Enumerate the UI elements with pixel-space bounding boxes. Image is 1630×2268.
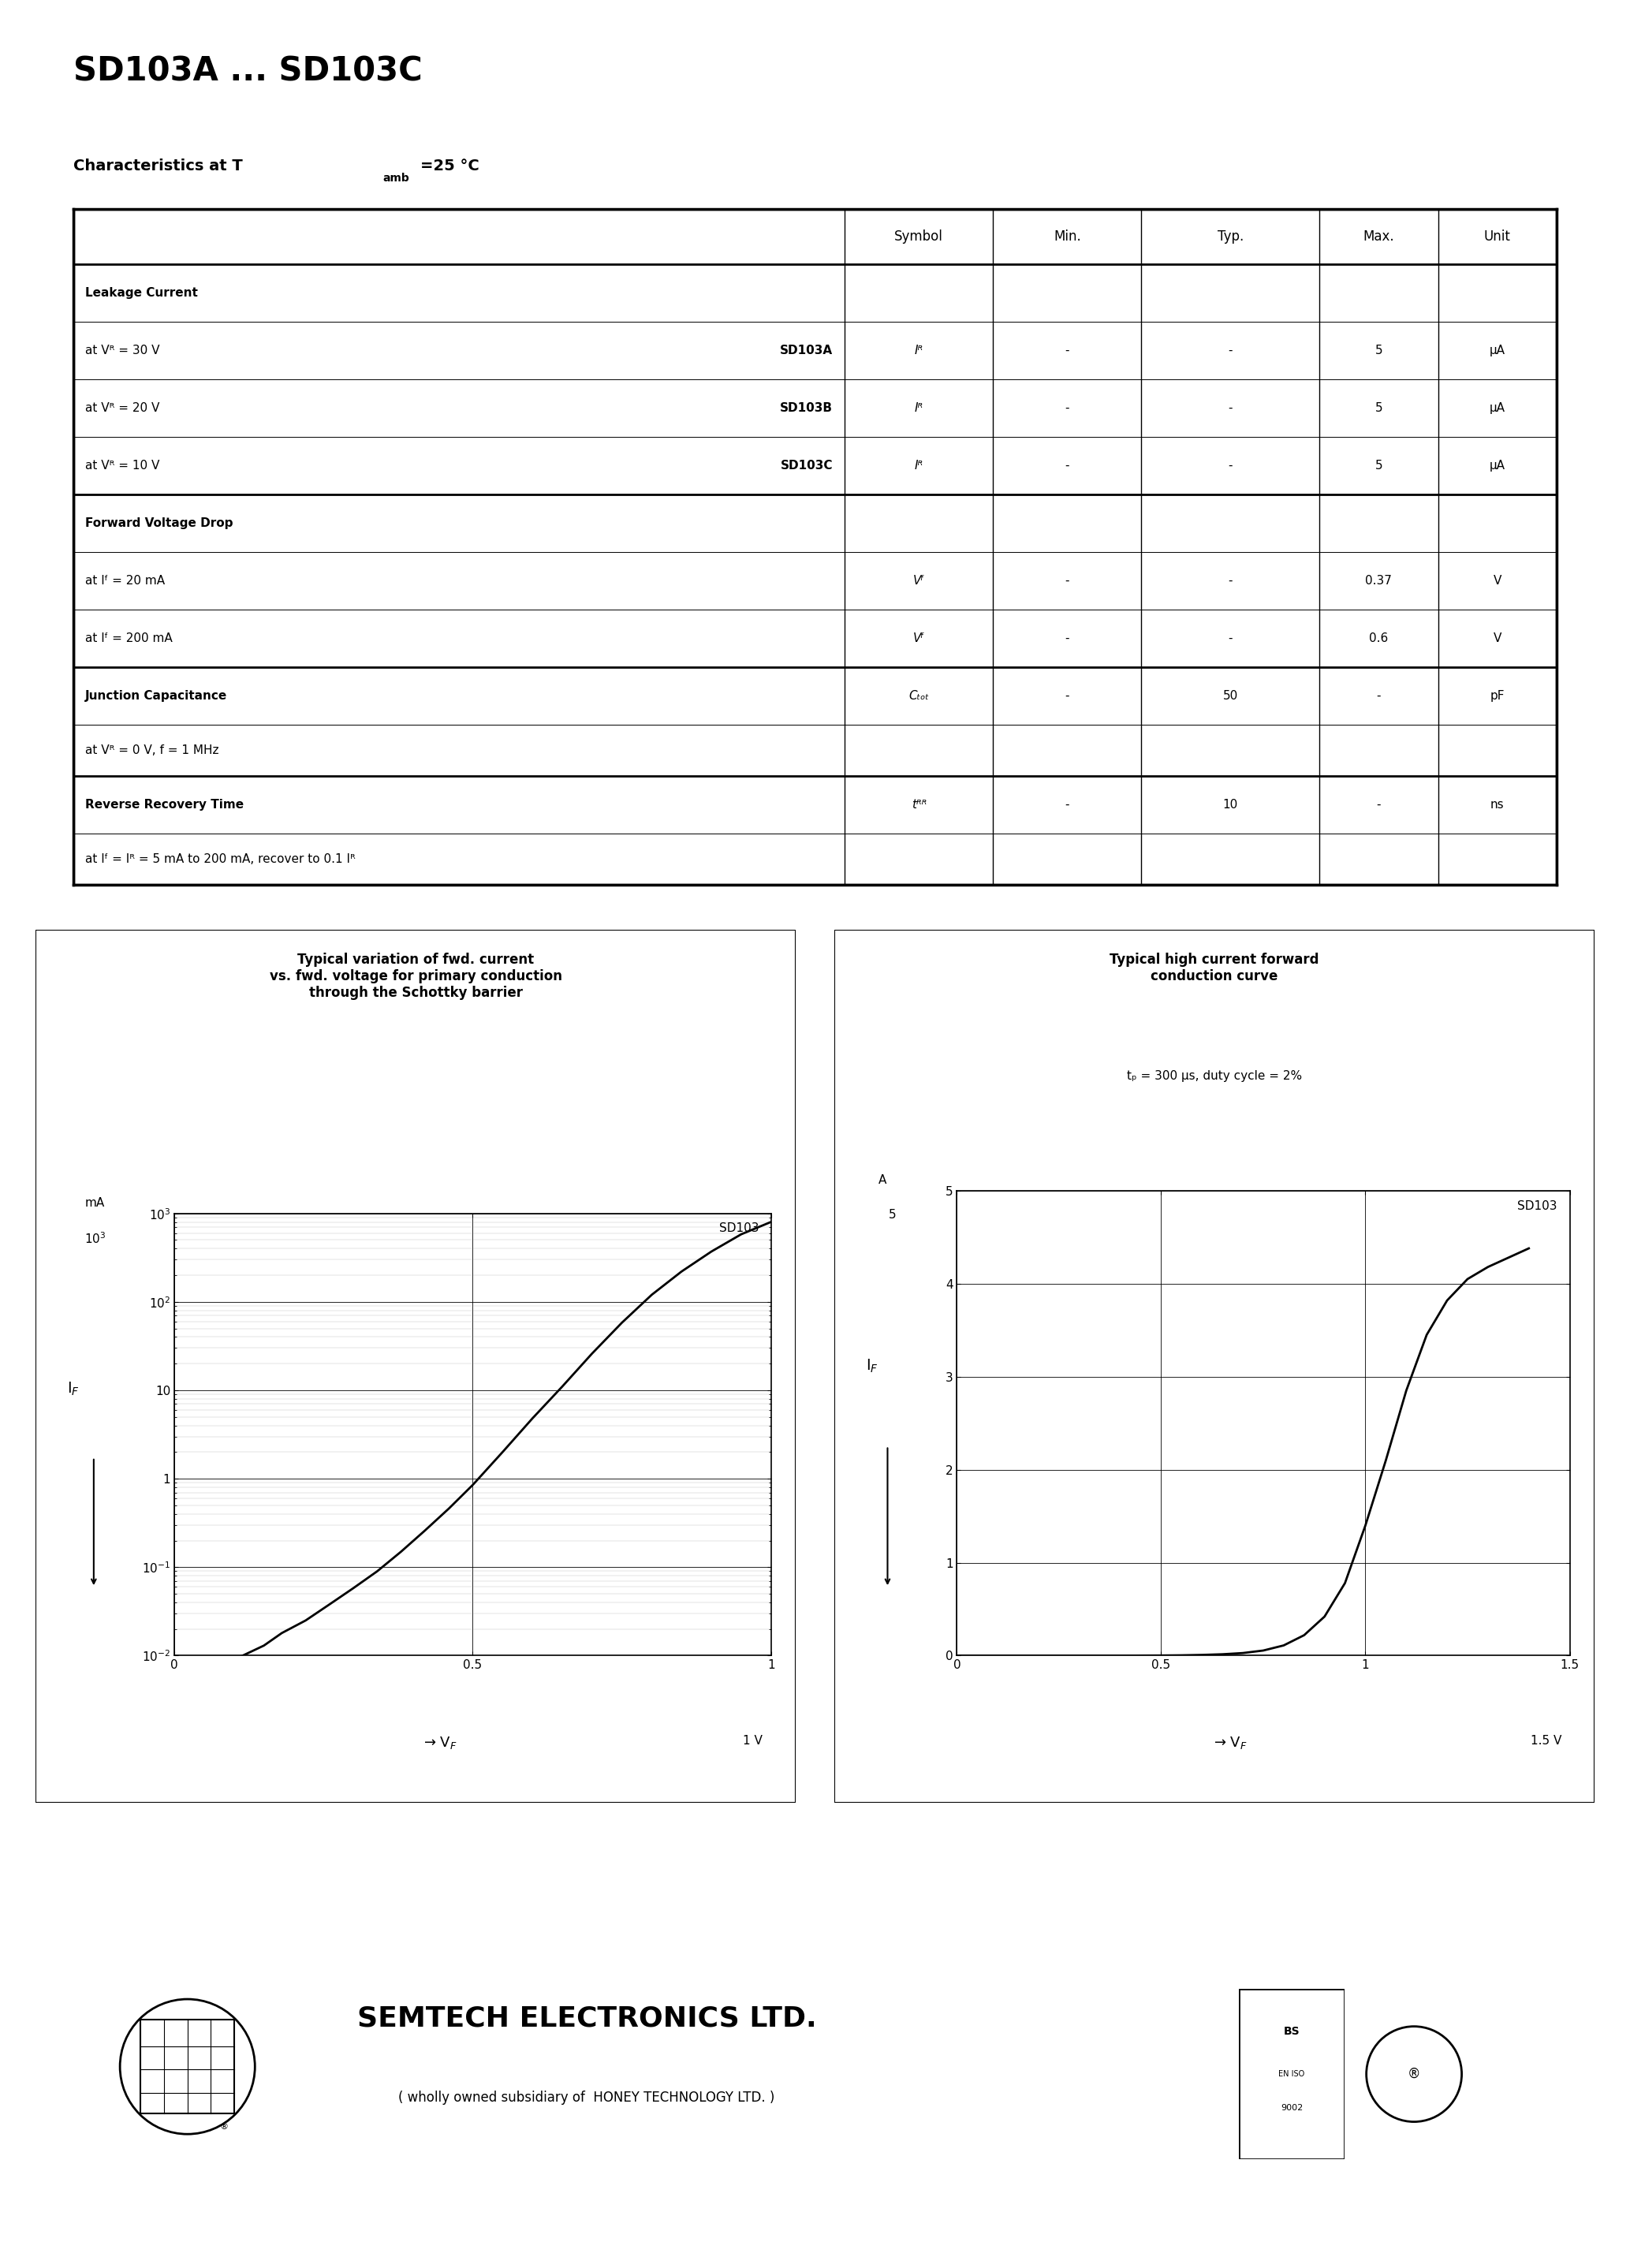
- Text: mA: mA: [85, 1198, 104, 1209]
- Text: 1 V: 1 V: [743, 1735, 763, 1746]
- Text: SD103A ... SD103C: SD103A ... SD103C: [73, 54, 422, 88]
- Text: V: V: [1493, 574, 1501, 587]
- Bar: [140, 2021, 235, 2114]
- Text: 50: 50: [1222, 689, 1237, 701]
- Text: 0.6: 0.6: [1369, 633, 1389, 644]
- Text: -: -: [1064, 345, 1069, 356]
- Text: -: -: [1376, 798, 1381, 810]
- Text: SD103C: SD103C: [781, 460, 833, 472]
- Text: =25 °C: =25 °C: [421, 159, 479, 175]
- Text: 5: 5: [1374, 401, 1382, 415]
- Text: Unit: Unit: [1483, 229, 1511, 243]
- Text: SD103A: SD103A: [779, 345, 833, 356]
- Text: at Iᶠ = 20 mA: at Iᶠ = 20 mA: [85, 574, 165, 587]
- Text: at Vᴿ = 0 V, f = 1 MHz: at Vᴿ = 0 V, f = 1 MHz: [85, 744, 218, 755]
- Text: Cₜₒₜ: Cₜₒₜ: [908, 689, 929, 701]
- Text: ns: ns: [1490, 798, 1504, 810]
- Text: ®: ®: [220, 2123, 228, 2132]
- Text: tₚ = 300 μs, duty cycle = 2%: tₚ = 300 μs, duty cycle = 2%: [1126, 1070, 1302, 1082]
- Text: μA: μA: [1490, 460, 1504, 472]
- Text: V: V: [1493, 633, 1501, 644]
- Text: at Iᶠ = Iᴿ = 5 mA to 200 mA, recover to 0.1 Iᴿ: at Iᶠ = Iᴿ = 5 mA to 200 mA, recover to …: [85, 853, 355, 864]
- Text: Typ.: Typ.: [1218, 229, 1244, 243]
- Text: ( wholly owned subsidiary of  HONEY TECHNOLOGY LTD. ): ( wholly owned subsidiary of HONEY TECHN…: [399, 2091, 774, 2105]
- Text: -: -: [1227, 460, 1232, 472]
- Text: at Vᴿ = 30 V: at Vᴿ = 30 V: [85, 345, 160, 356]
- Text: Iᴿ: Iᴿ: [914, 345, 923, 356]
- Text: Typical variation of fwd. current
vs. fwd. voltage for primary conduction
throug: Typical variation of fwd. current vs. fw…: [269, 953, 562, 1000]
- Text: -: -: [1376, 689, 1381, 701]
- Text: Leakage Current: Leakage Current: [85, 288, 197, 299]
- Text: Characteristics at T: Characteristics at T: [73, 159, 243, 175]
- Text: Iᴿ: Iᴿ: [914, 401, 923, 415]
- Text: -: -: [1064, 401, 1069, 415]
- Text: 9002: 9002: [1281, 2105, 1302, 2112]
- Text: at Iᶠ = 200 mA: at Iᶠ = 200 mA: [85, 633, 173, 644]
- Text: pF: pF: [1490, 689, 1504, 701]
- Text: μA: μA: [1490, 401, 1504, 415]
- Text: EN ISO: EN ISO: [1278, 2071, 1306, 2077]
- Text: Reverse Recovery Time: Reverse Recovery Time: [85, 798, 244, 810]
- Text: μA: μA: [1490, 345, 1504, 356]
- Text: SEMTECH ELECTRONICS LTD.: SEMTECH ELECTRONICS LTD.: [357, 2005, 817, 2032]
- Text: 5: 5: [1374, 460, 1382, 472]
- Text: I$_F$: I$_F$: [67, 1381, 80, 1397]
- Text: -: -: [1227, 633, 1232, 644]
- Text: SD103: SD103: [1518, 1200, 1557, 1211]
- Text: 5: 5: [1374, 345, 1382, 356]
- Text: -: -: [1064, 574, 1069, 587]
- Text: 0.37: 0.37: [1366, 574, 1392, 587]
- Text: Iᴿ: Iᴿ: [914, 460, 923, 472]
- Text: tᴿᴿ: tᴿᴿ: [911, 798, 926, 810]
- Text: Typical high current forward
conduction curve: Typical high current forward conduction …: [1110, 953, 1319, 982]
- Text: 1.5 V: 1.5 V: [1531, 1735, 1562, 1746]
- Text: A: A: [879, 1175, 887, 1186]
- Text: -: -: [1227, 574, 1232, 587]
- Text: Forward Voltage Drop: Forward Voltage Drop: [85, 517, 233, 528]
- Text: -: -: [1064, 689, 1069, 701]
- Text: → V$_F$: → V$_F$: [1214, 1735, 1247, 1751]
- Text: Symbol: Symbol: [895, 229, 944, 243]
- Text: SD103B: SD103B: [781, 401, 833, 415]
- Text: -: -: [1064, 460, 1069, 472]
- Text: Min.: Min.: [1053, 229, 1081, 243]
- Text: Vᶠ: Vᶠ: [913, 633, 924, 644]
- Text: ®: ®: [1408, 2066, 1420, 2082]
- Text: Junction Capacitance: Junction Capacitance: [85, 689, 227, 701]
- Text: I$_F$: I$_F$: [866, 1359, 879, 1374]
- Text: at Vᴿ = 20 V: at Vᴿ = 20 V: [85, 401, 160, 415]
- Text: 10: 10: [1222, 798, 1237, 810]
- Text: -: -: [1227, 345, 1232, 356]
- Text: 10$^3$: 10$^3$: [85, 1232, 106, 1247]
- Text: SD103: SD103: [719, 1222, 760, 1234]
- Text: BS: BS: [1284, 2025, 1299, 2037]
- Text: → V$_F$: → V$_F$: [424, 1735, 456, 1751]
- Text: -: -: [1064, 798, 1069, 810]
- Text: Max.: Max.: [1363, 229, 1394, 243]
- Text: -: -: [1064, 633, 1069, 644]
- Text: -: -: [1227, 401, 1232, 415]
- Text: 5: 5: [888, 1209, 896, 1220]
- Text: at Vᴿ = 10 V: at Vᴿ = 10 V: [85, 460, 160, 472]
- Text: Vᶠ: Vᶠ: [913, 574, 924, 587]
- Text: amb: amb: [383, 172, 409, 184]
